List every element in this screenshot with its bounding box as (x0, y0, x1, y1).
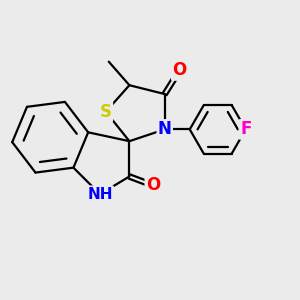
Text: F: F (240, 120, 251, 138)
Text: N: N (158, 120, 172, 138)
Text: S: S (100, 103, 112, 121)
Text: NH: NH (87, 187, 113, 202)
Text: O: O (146, 176, 160, 194)
Text: O: O (172, 61, 187, 80)
